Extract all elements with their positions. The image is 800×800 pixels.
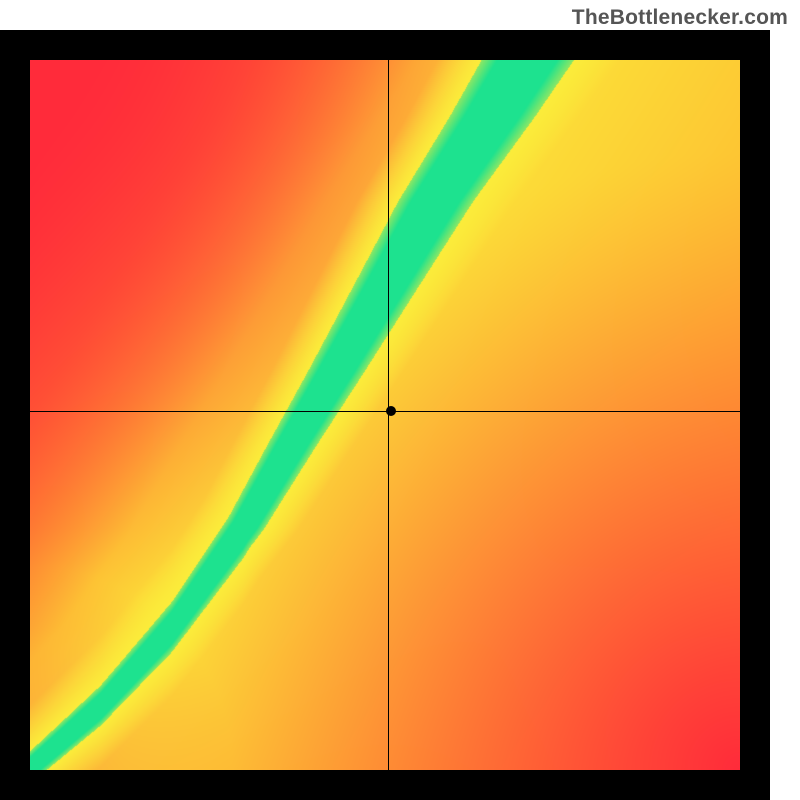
watermark-text: TheBottlenecker.com xyxy=(572,6,788,30)
heatmap-canvas xyxy=(30,60,740,770)
heatmap-plot xyxy=(30,60,740,770)
crosshair-marker xyxy=(386,406,396,416)
